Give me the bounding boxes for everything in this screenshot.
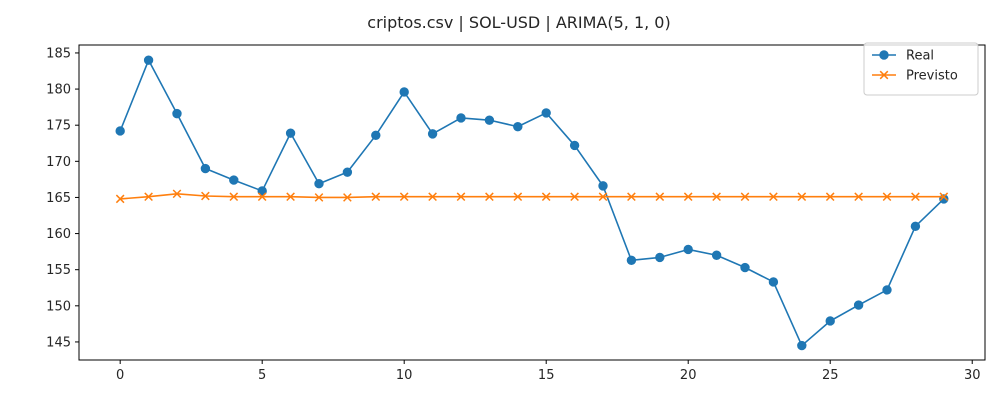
data-point [769, 192, 778, 202]
legend: Real Previsto [863, 42, 979, 96]
data-point [342, 167, 353, 177]
data-point [144, 192, 153, 202]
series-real [115, 55, 949, 351]
data-point [428, 192, 437, 202]
x-tick-label: 0 [116, 368, 124, 383]
data-point [655, 192, 665, 202]
data-point [229, 192, 239, 202]
data-point [825, 316, 835, 326]
x-tick-label: 15 [538, 368, 555, 383]
data-point [768, 277, 779, 287]
data-point [201, 191, 210, 201]
data-point [797, 192, 807, 202]
legend-box [863, 42, 979, 96]
y-tick-label: 145 [46, 335, 71, 350]
data-point [598, 192, 608, 202]
data-point [569, 140, 580, 151]
data-point [456, 113, 466, 123]
legend-item-real: Real [872, 49, 934, 64]
x-tick-label: 30 [964, 368, 981, 383]
data-point [711, 250, 722, 260]
data-point [172, 189, 182, 199]
data-point [712, 192, 721, 202]
y-tick-label: 150 [46, 299, 71, 314]
data-point [286, 192, 295, 202]
data-point [854, 192, 863, 202]
y-tick-label: 155 [46, 263, 71, 278]
x-tick-label: 10 [396, 368, 413, 383]
x-tick-label: 20 [680, 368, 697, 383]
data-point [655, 252, 665, 263]
series-line-previsto [120, 193, 944, 200]
y-tick-label: 185 [46, 46, 71, 61]
data-point [683, 244, 693, 255]
data-point [939, 192, 949, 202]
data-point [371, 130, 381, 141]
legend-label: Previsto [906, 69, 958, 84]
data-point [200, 163, 211, 174]
x-tick-label: 5 [258, 368, 266, 383]
y-tick-label: 160 [46, 227, 71, 242]
data-point [882, 192, 892, 202]
data-point [626, 255, 637, 265]
data-point [343, 193, 352, 202]
y-tick-label: 175 [46, 119, 71, 134]
legend-item-previsto: Previsto [872, 69, 958, 84]
data-point [853, 300, 864, 310]
data-point [456, 192, 466, 202]
legend-label: Real [906, 49, 934, 64]
data-point [257, 192, 267, 202]
data-point [598, 181, 608, 191]
plot-frame [78, 44, 986, 361]
data-point [740, 262, 750, 273]
data-point [229, 175, 239, 185]
data-point [911, 192, 920, 202]
data-point [484, 115, 495, 125]
data-point [513, 121, 523, 132]
data-point [427, 129, 438, 139]
data-point [314, 179, 324, 189]
data-point [115, 194, 125, 204]
data-point [541, 192, 551, 202]
data-point [485, 192, 494, 202]
legend-marker [879, 70, 889, 80]
data-point [570, 192, 579, 202]
series-previsto [115, 189, 949, 204]
data-point [513, 192, 523, 202]
data-point [257, 186, 267, 196]
data-point [627, 192, 636, 202]
data-point [797, 340, 807, 351]
series-line-real [119, 59, 945, 347]
plot-area: 0 5 10 15 20 25 30 145 150 155 160 165 170 175 180 185 [46, 44, 986, 383]
data-point [285, 128, 296, 138]
legend-marker [879, 50, 889, 60]
data-point [172, 108, 182, 119]
data-point [910, 221, 921, 232]
y-tick-label: 180 [46, 83, 71, 98]
data-point [115, 126, 125, 136]
data-point [399, 192, 409, 202]
x-tick-label: 25 [822, 368, 839, 383]
chart-title: criptos.csv | SOL-USD | ARIMA(5, 1, 0) [367, 13, 670, 32]
data-point [882, 285, 892, 295]
data-point [143, 55, 154, 65]
data-point [683, 192, 693, 202]
y-tick-label: 170 [46, 155, 71, 170]
y-tick-label: 165 [46, 191, 71, 206]
data-point [541, 108, 551, 118]
data-point [399, 87, 409, 97]
data-point [371, 192, 381, 202]
data-point [825, 192, 835, 202]
data-point [740, 192, 750, 202]
data-point [314, 193, 324, 202]
